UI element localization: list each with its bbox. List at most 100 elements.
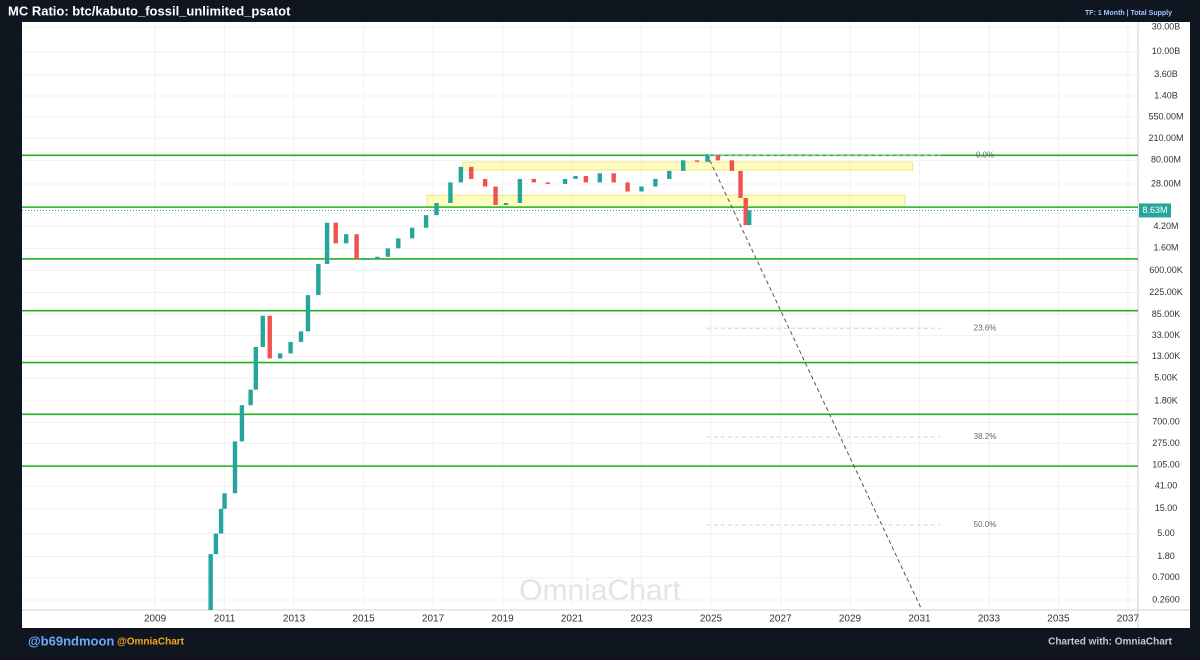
candle [562,178,568,184]
y-tick-label: 28.00M [1151,178,1181,188]
x-tick-label: 2011 [214,614,236,625]
candle [583,175,589,183]
candle [298,331,304,342]
candle [667,170,672,179]
fib-label: 38.2% [974,432,997,441]
highlight-zone [426,194,906,208]
candle [385,248,391,257]
candle [694,160,700,162]
y-tick-label: 85.00K [1152,309,1181,319]
y-tick-label: 1.60M [1153,243,1178,253]
candle [277,353,283,359]
x-tick-label: 2025 [700,614,723,625]
candle [423,215,429,228]
y-tick-label: 4.20M [1153,221,1178,231]
candle [715,155,721,161]
chart-title: MC Ratio: btc/kabuto_fossil_unlimited_ps… [8,3,291,18]
candle [222,493,227,509]
y-tick-label: 15.00 [1155,503,1178,513]
last-price-label: 8.63M [1142,205,1167,215]
trend-line [706,153,923,611]
candle [324,222,330,264]
x-tick-label: 2021 [561,614,584,625]
candle [545,182,550,184]
y-tick-label: 0.2600 [1152,594,1180,604]
x-tick-label: 2015 [352,614,375,625]
fib-label: 0.0% [976,150,994,159]
candle [738,170,743,199]
candle [597,173,603,183]
highlight-zone [462,161,913,171]
x-tick-label: 2019 [491,614,514,625]
fib-label: 23.6% [974,323,997,332]
x-tick-label: 2023 [630,614,653,625]
y-tick-label: 225.00K [1149,287,1183,297]
candle [267,315,272,359]
y-tick-label: 105.00 [1152,459,1180,469]
candle [611,173,616,183]
candle [239,405,245,442]
y-tick-label: 600.00K [1149,265,1183,275]
x-tick-label: 2029 [839,614,862,625]
y-tick-label: 30.00B [1152,21,1181,31]
x-tick-label: 2037 [1117,614,1140,625]
y-tick-label: 1.40B [1154,90,1178,100]
x-tick-label: 2027 [769,614,792,625]
y-tick-label: 5.00K [1154,372,1178,382]
y-tick-label: 33.00K [1152,330,1181,340]
candle [396,238,401,249]
last-price-box [1139,203,1171,218]
candle [639,186,644,192]
y-tick-label: 5.00 [1157,528,1175,538]
x-tick-label: 2009 [144,614,167,625]
footer-author: @b69ndmoon [28,633,114,648]
candle [305,295,311,332]
candle [343,234,349,244]
x-tick-label: 2017 [422,614,445,625]
candle [260,315,265,347]
candle [288,341,293,354]
footer-brand: @OmniaChart [117,637,185,648]
candle [248,389,253,406]
candle [354,234,359,259]
candle [213,533,219,555]
candle [458,166,464,183]
candle [729,160,735,171]
candle [232,441,238,494]
chart-subtitle: TF: 1 Month | Total Supply [1085,10,1172,17]
candle [364,258,370,260]
y-tick-label: 41.00 [1155,481,1178,491]
candle [493,186,498,205]
candle [531,178,536,183]
x-tick-label: 2033 [978,614,1001,625]
y-tick-label: 1.80 [1157,551,1175,561]
candle [747,210,752,226]
y-tick-label: 10.00B [1152,46,1181,56]
candle [625,182,630,192]
candle [705,155,710,162]
x-tick-label: 2035 [1047,614,1070,625]
candle [333,222,338,244]
y-tick-label: 0.7000 [1152,572,1180,582]
y-tick-label: 13.00K [1152,351,1181,361]
candle [409,227,415,239]
y-tick-label: 80.00M [1151,155,1181,165]
candle [469,166,474,179]
candle [743,198,748,226]
candle [434,203,439,216]
plot-background [22,22,1190,628]
candle [316,263,321,296]
y-tick-label: 700.00 [1152,417,1180,427]
candle [375,256,380,259]
candle [573,175,578,179]
watermark: OmniaChart [519,574,681,607]
candle [218,508,224,534]
candle [517,178,523,204]
candle [653,178,658,187]
y-tick-label: 550.00M [1148,111,1183,121]
x-tick-label: 2013 [283,614,306,625]
candle [253,346,259,390]
y-tick-label: 210.00M [1148,133,1183,143]
